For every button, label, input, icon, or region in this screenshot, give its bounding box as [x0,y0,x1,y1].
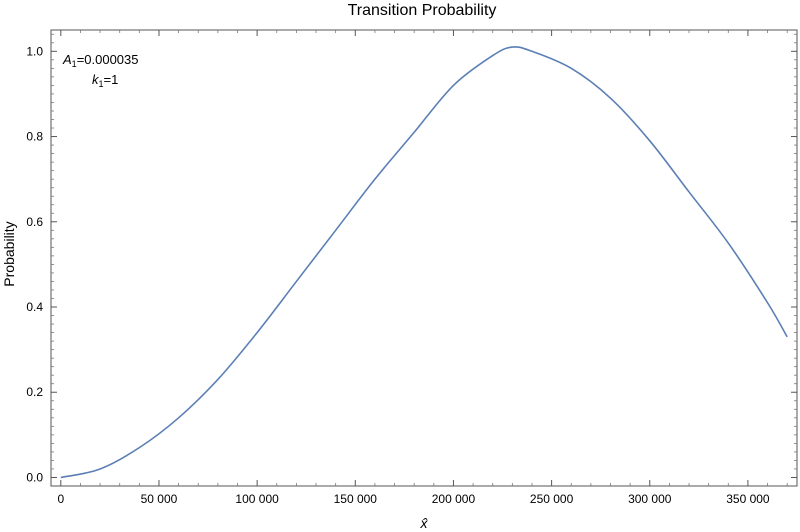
annotation-k-sub: 1 [99,79,104,89]
x-tick-label: 50 000 [141,492,178,506]
y-axis-label: Probability [1,221,17,286]
x-tick-label: 0 [57,492,64,506]
series-line [60,46,788,479]
y-tick-label: 1.0 [26,44,43,58]
annotation-k: k1=1 [92,72,118,89]
y-tick-label: 0.8 [26,130,43,144]
chart-title: Transition Probability [348,2,497,19]
y-tick-label: 0.6 [26,215,43,229]
x-tick-label: 100 000 [235,492,279,506]
x-tick-label: 300 000 [628,492,672,506]
y-axis-ticks: 0.0 0.2 0.4 0.6 0.8 1.0 [26,33,797,484]
x-tick-label: 150 000 [334,492,378,506]
y-tick-label: 0.2 [26,385,43,399]
annotation-a: A1=0.000035 [62,52,139,69]
y-tick-label: 0.4 [26,300,43,314]
x-tick-label: 200 000 [432,492,476,506]
x-tick-label: 350 000 [726,492,770,506]
x-axis-label: x̂ [420,515,429,531]
annotation-a-sub: 1 [72,59,77,69]
annotation-k-value: =1 [104,72,119,87]
annotation-a-value: =0.000035 [77,52,139,67]
x-axis-ticks: 0 50 000 100 000 150 000 200 000 250 000 300 0… [57,30,788,506]
x-tick-label: 250 000 [530,492,574,506]
annotation-k-symbol: k [92,72,100,87]
annotation-a-symbol: A [62,52,72,67]
y-tick-label: 0.0 [26,470,43,484]
plot-frame [50,29,798,487]
